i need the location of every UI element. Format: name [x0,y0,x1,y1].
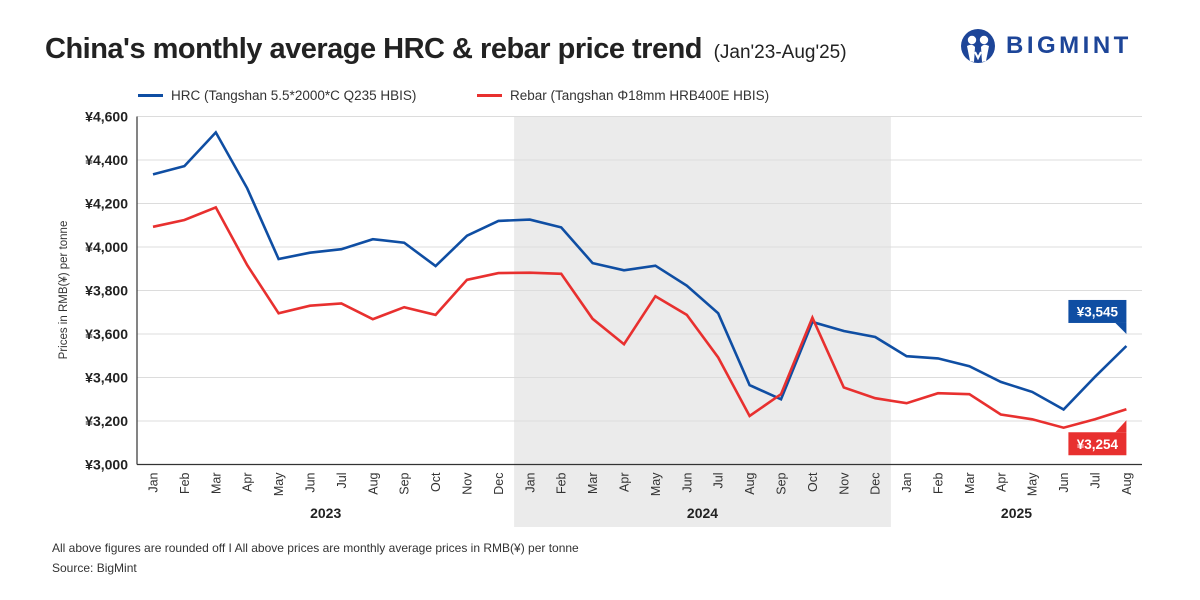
x-tick-label: Jul [335,473,349,489]
legend-label-rebar: Rebar (Tangshan Φ18mm HRB400E HBIS) [510,88,770,103]
year-label-2024: 2024 [687,505,718,521]
x-tick-label: Aug [743,472,757,494]
year-label-2023: 2023 [310,505,341,521]
chart-title: China's monthly average HRC & rebar pric… [45,33,847,66]
x-tick-label: Jun [1057,472,1071,492]
footnote: All above figures are rounded off I All … [52,541,579,555]
x-tick-label: Nov [461,472,475,495]
callout-box-hrc [1068,299,1127,323]
x-tick-label: Aug [1120,472,1134,494]
callout-pointer-rebar [1115,420,1127,433]
x-tick-label: Jan [900,472,914,492]
y-tick-label: ¥4,000 [85,239,128,255]
x-tick-label: Mar [209,473,223,495]
y-tick-label: ¥3,000 [85,457,128,473]
x-tick-label: Oct [806,472,820,492]
x-tick-label: Feb [178,472,192,494]
x-tick-label: Aug [366,472,380,494]
legend-item-rebar: Rebar (Tangshan Φ18mm HRB400E HBIS) [477,88,769,103]
legend-item-hrc: HRC (Tangshan 5.5*2000*C Q235 HBIS) [138,88,416,103]
legend-swatch-rebar [477,94,502,97]
y-tick-label: ¥3,200 [85,413,128,429]
logo-text: BIGMINT [1006,32,1132,59]
y-tick-label: ¥4,200 [85,196,128,212]
y-tick-label: ¥3,800 [85,283,128,299]
x-tick-label: Oct [429,472,443,492]
x-tick-label: Jan [523,472,537,492]
series-line-hrc [152,130,1128,412]
y-tick-label: ¥3,600 [85,326,128,342]
year-shade-2024 [514,116,891,527]
x-tick-label: Dec [492,473,506,495]
callout-box-rebar [1068,432,1127,456]
x-tick-label: Dec [869,473,883,495]
people-logo-icon [961,29,995,63]
x-tick-label: Apr [994,473,1008,492]
x-tick-label: Feb [555,472,569,494]
x-tick-label: Nov [837,472,851,495]
y-axis-label: Prices in RMB(¥) per tonne [58,221,70,360]
legend-swatch-hrc [138,94,163,97]
x-tick-label: Sep [398,472,412,494]
x-tick-label: May [1026,472,1040,496]
callout-label-rebar: ¥3,254 [1077,437,1119,452]
x-tick-label: Jun [304,472,318,492]
y-tick-label: ¥4,600 [85,109,128,125]
x-tick-label: Feb [932,472,946,494]
callout-label-hrc: ¥3,545 [1077,304,1119,319]
x-tick-label: Jan [147,472,161,492]
year-label-2025: 2025 [1001,505,1032,521]
title-main: China's monthly average HRC & rebar pric… [45,33,703,65]
legend-label-hrc: HRC (Tangshan 5.5*2000*C Q235 HBIS) [171,88,417,103]
callout-pointer-hrc [1115,322,1127,334]
x-tick-label: May [649,472,663,496]
y-tick-label: ¥3,400 [85,370,128,386]
bigmint-logo: BIGMINT [960,28,1132,64]
x-tick-label: May [272,472,286,496]
x-tick-label: Jul [712,473,726,489]
series-line-rebar [152,205,1127,430]
x-tick-label: Apr [241,473,255,492]
x-tick-label: Mar [586,473,600,495]
source-note: Source: BigMint [52,561,137,575]
x-tick-label: Jul [1089,473,1103,489]
x-tick-label: Sep [775,472,789,494]
title-date-range: (Jan'23-Aug'25) [713,42,847,63]
x-tick-label: Apr [618,473,632,492]
x-tick-label: Mar [963,473,977,495]
y-tick-label: ¥4,400 [85,152,128,168]
x-tick-label: Jun [680,472,694,492]
